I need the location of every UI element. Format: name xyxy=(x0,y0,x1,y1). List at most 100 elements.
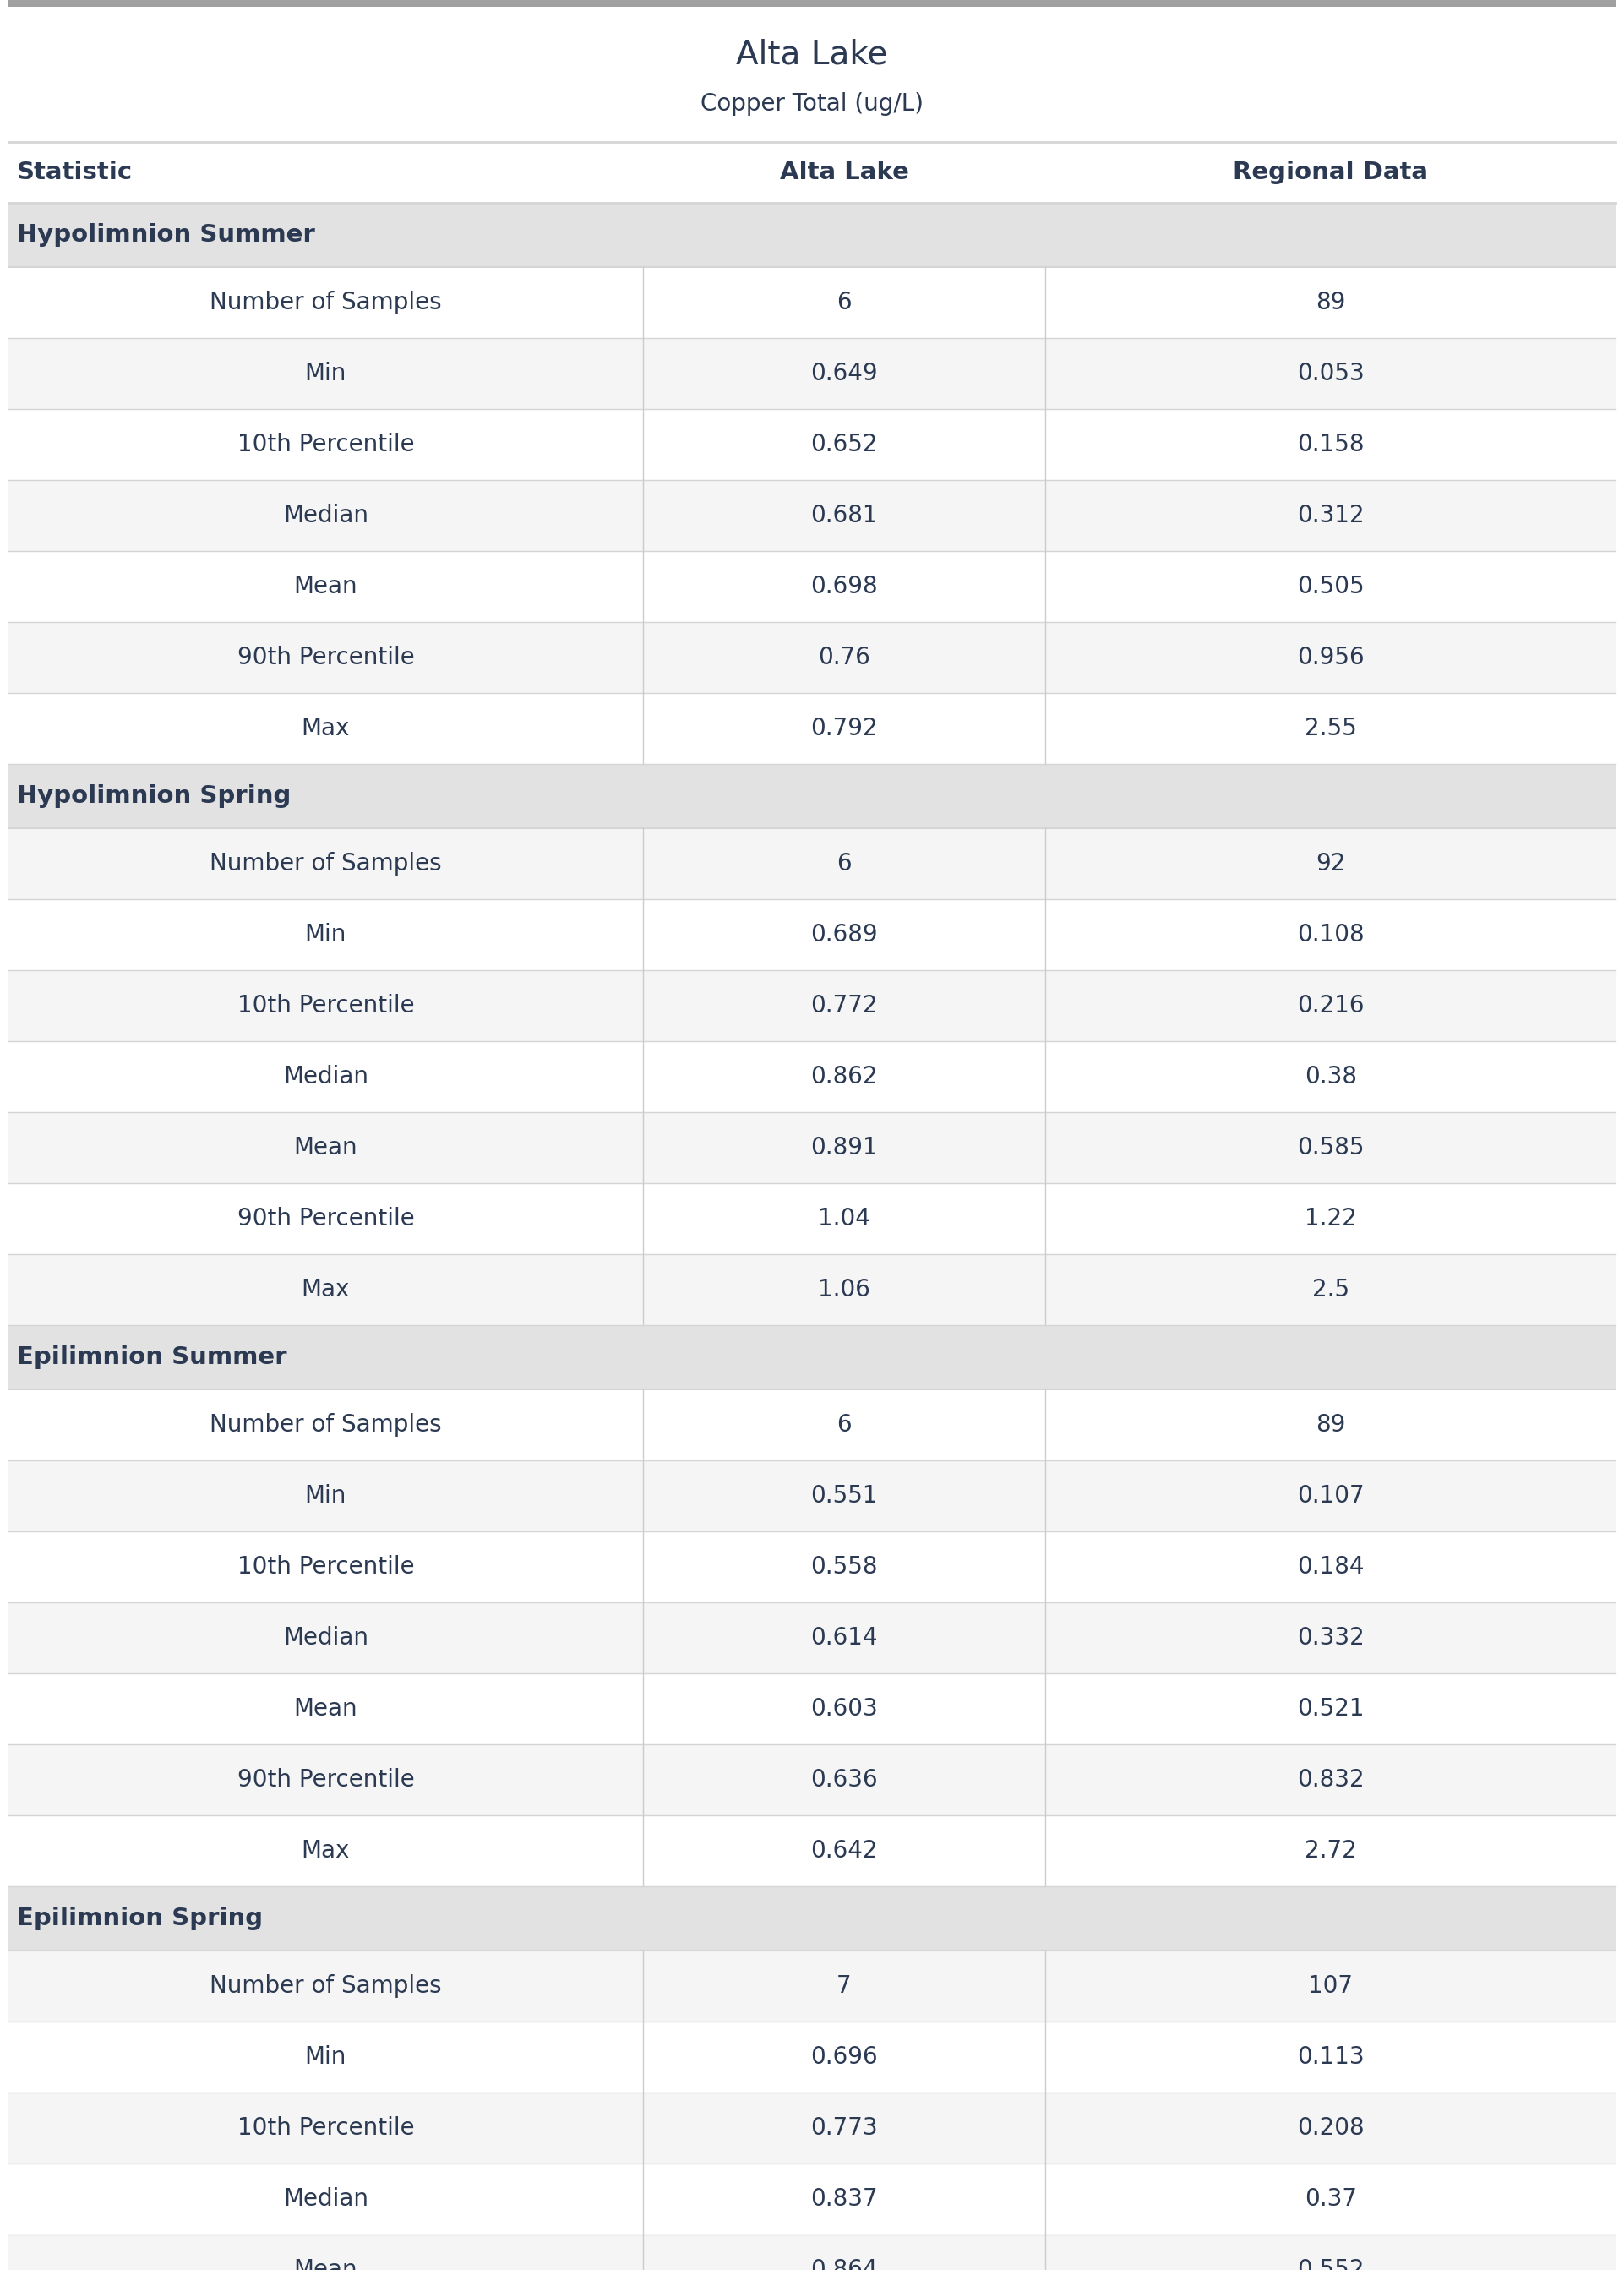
Text: Number of Samples: Number of Samples xyxy=(209,291,442,313)
Bar xyxy=(8,409,1616,479)
Text: 0.832: 0.832 xyxy=(1298,1768,1364,1791)
Bar xyxy=(8,143,1616,202)
Bar xyxy=(8,692,1616,765)
Text: Min: Min xyxy=(305,924,346,947)
Text: 6: 6 xyxy=(836,851,851,876)
Text: Mean: Mean xyxy=(294,2259,357,2270)
Text: Hypolimnion Spring: Hypolimnion Spring xyxy=(16,783,291,808)
Text: 1.04: 1.04 xyxy=(818,1208,870,1230)
Text: 6: 6 xyxy=(836,291,851,313)
Text: Median: Median xyxy=(283,1625,369,1650)
Text: 0.636: 0.636 xyxy=(810,1768,879,1791)
Bar xyxy=(8,1326,1616,1389)
Bar xyxy=(8,765,1616,829)
Text: 0.184: 0.184 xyxy=(1298,1555,1364,1578)
Text: 0.551: 0.551 xyxy=(810,1485,877,1507)
Text: Statistic: Statistic xyxy=(16,161,133,184)
Bar xyxy=(8,1389,1616,1460)
Text: Number of Samples: Number of Samples xyxy=(209,851,442,876)
Bar xyxy=(8,2023,1616,2093)
Text: Copper Total (ug/L): Copper Total (ug/L) xyxy=(700,93,924,116)
Text: Alta Lake: Alta Lake xyxy=(736,39,888,70)
Text: 0.113: 0.113 xyxy=(1298,2045,1364,2068)
Text: 0.698: 0.698 xyxy=(810,574,879,599)
Text: 0.208: 0.208 xyxy=(1298,2116,1364,2141)
Text: Alta Lake: Alta Lake xyxy=(780,161,909,184)
Text: 0.158: 0.158 xyxy=(1298,434,1364,456)
Bar xyxy=(8,1603,1616,1673)
Text: 0.642: 0.642 xyxy=(810,1839,877,1864)
Text: 10th Percentile: 10th Percentile xyxy=(237,1555,414,1578)
Text: 0.773: 0.773 xyxy=(810,2116,879,2141)
Text: 0.891: 0.891 xyxy=(810,1135,879,1160)
Text: 2.72: 2.72 xyxy=(1304,1839,1356,1864)
Text: Epilimnion Summer: Epilimnion Summer xyxy=(16,1346,286,1369)
Text: 89: 89 xyxy=(1315,291,1345,313)
Text: 0.603: 0.603 xyxy=(810,1698,879,1721)
Text: 1.06: 1.06 xyxy=(818,1278,870,1301)
Text: 90th Percentile: 90th Percentile xyxy=(237,1768,414,1791)
Text: 1.22: 1.22 xyxy=(1304,1208,1356,1230)
Text: Hypolimnion Summer: Hypolimnion Summer xyxy=(16,222,315,247)
Text: 92: 92 xyxy=(1315,851,1345,876)
Text: Median: Median xyxy=(283,1065,369,1090)
Text: 0.552: 0.552 xyxy=(1298,2259,1364,2270)
Bar xyxy=(8,1950,1616,2023)
Text: 90th Percentile: 90th Percentile xyxy=(237,645,414,670)
Text: 0.216: 0.216 xyxy=(1298,994,1364,1017)
Bar xyxy=(8,552,1616,622)
Bar xyxy=(8,1253,1616,1326)
Text: 90th Percentile: 90th Percentile xyxy=(237,1208,414,1230)
Text: 0.521: 0.521 xyxy=(1298,1698,1364,1721)
Bar xyxy=(8,338,1616,409)
Bar xyxy=(8,1743,1616,1816)
Text: 0.312: 0.312 xyxy=(1298,504,1364,527)
Text: 7: 7 xyxy=(836,1975,851,1998)
Text: 0.558: 0.558 xyxy=(810,1555,877,1578)
Bar xyxy=(8,268,1616,338)
Text: 10th Percentile: 10th Percentile xyxy=(237,434,414,456)
Bar xyxy=(8,1532,1616,1603)
Bar xyxy=(8,1816,1616,1886)
Text: Mean: Mean xyxy=(294,1135,357,1160)
Text: Min: Min xyxy=(305,2045,346,2068)
Text: 89: 89 xyxy=(1315,1412,1345,1437)
Text: 0.837: 0.837 xyxy=(810,2188,879,2211)
Text: 0.862: 0.862 xyxy=(810,1065,877,1090)
Text: 6: 6 xyxy=(836,1412,851,1437)
Text: 107: 107 xyxy=(1307,1975,1353,1998)
Bar xyxy=(8,1042,1616,1112)
Bar xyxy=(8,1886,1616,1950)
Text: 0.614: 0.614 xyxy=(810,1625,877,1650)
Text: 0.652: 0.652 xyxy=(810,434,877,456)
Bar xyxy=(8,202,1616,268)
Bar xyxy=(8,0,1616,7)
Text: 0.681: 0.681 xyxy=(810,504,877,527)
Text: 0.76: 0.76 xyxy=(818,645,870,670)
Text: 0.689: 0.689 xyxy=(810,924,879,947)
Text: Epilimnion Spring: Epilimnion Spring xyxy=(16,1907,263,1930)
Text: 10th Percentile: 10th Percentile xyxy=(237,2116,414,2141)
Text: 0.792: 0.792 xyxy=(810,717,879,740)
Bar xyxy=(8,622,1616,692)
Bar xyxy=(8,1112,1616,1183)
Text: 0.864: 0.864 xyxy=(810,2259,877,2270)
Text: 0.585: 0.585 xyxy=(1298,1135,1364,1160)
Text: 0.107: 0.107 xyxy=(1298,1485,1364,1507)
Bar xyxy=(8,2093,1616,2163)
Text: 0.108: 0.108 xyxy=(1298,924,1364,947)
Text: 10th Percentile: 10th Percentile xyxy=(237,994,414,1017)
Text: Median: Median xyxy=(283,504,369,527)
Text: 0.37: 0.37 xyxy=(1304,2188,1356,2211)
Bar xyxy=(8,1460,1616,1532)
Text: Max: Max xyxy=(302,1839,349,1864)
Text: Max: Max xyxy=(302,717,349,740)
Text: 0.649: 0.649 xyxy=(810,361,879,386)
Text: 2.55: 2.55 xyxy=(1304,717,1356,740)
Text: Min: Min xyxy=(305,361,346,386)
Text: 2.5: 2.5 xyxy=(1312,1278,1350,1301)
Text: Regional Data: Regional Data xyxy=(1233,161,1427,184)
Text: Min: Min xyxy=(305,1485,346,1507)
Bar xyxy=(8,2234,1616,2270)
Bar xyxy=(8,1183,1616,1253)
